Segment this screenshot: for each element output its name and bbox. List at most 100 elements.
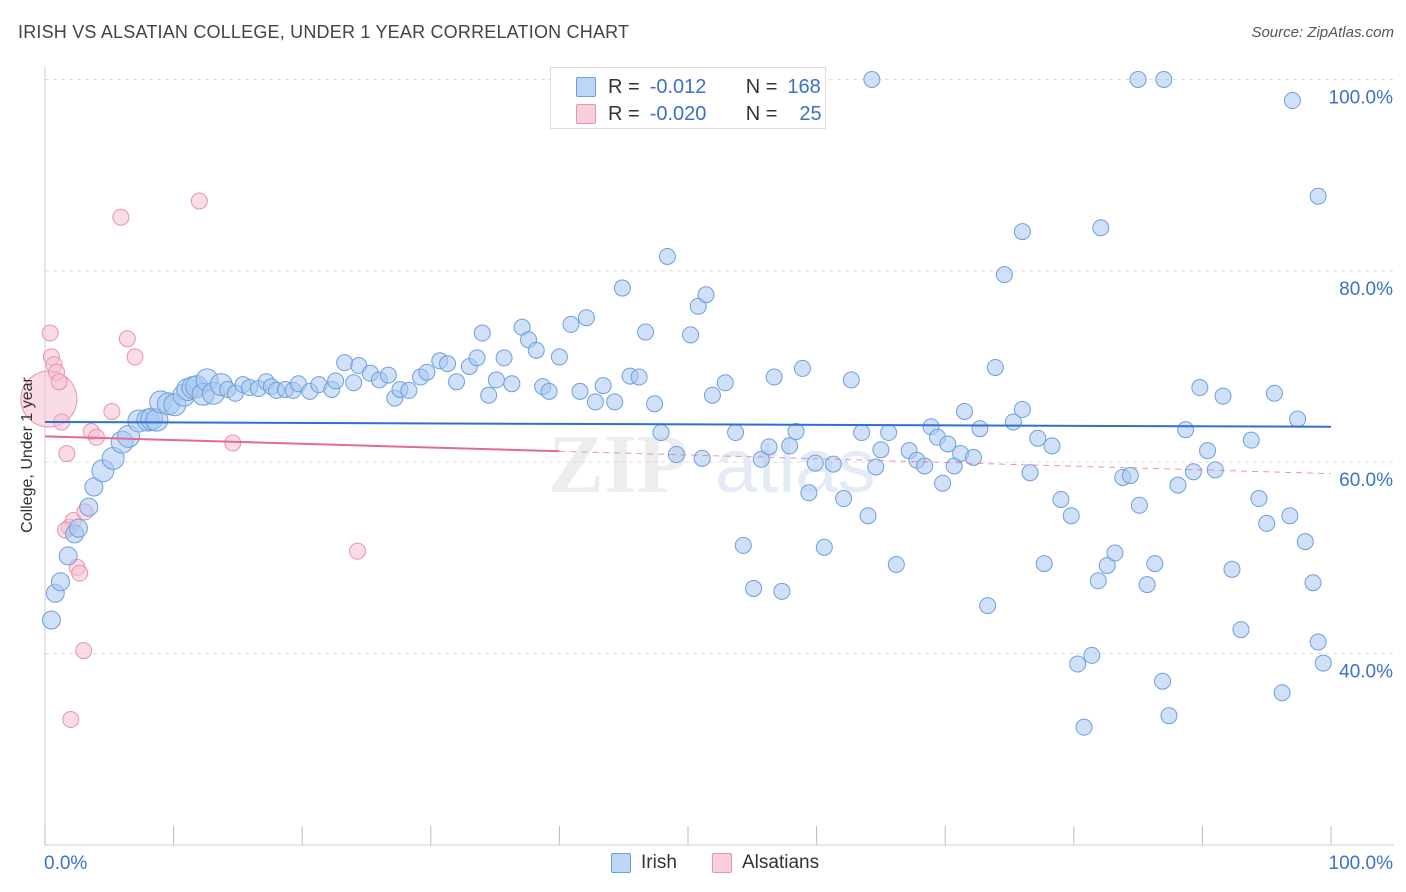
irish-point bbox=[652, 424, 670, 442]
irish-point bbox=[336, 354, 354, 372]
tick-labels: 40.0% 60.0% 80.0% 100.0% 0.0% 100.0% bbox=[44, 88, 1393, 875]
irish-point bbox=[682, 326, 700, 344]
legend-row-alsatians: R = -0.020 N = 25 bbox=[551, 100, 822, 128]
irish-point bbox=[842, 371, 860, 389]
irish-point bbox=[606, 393, 624, 411]
irish-point bbox=[1155, 71, 1173, 88]
irish-points bbox=[41, 71, 1332, 736]
irish-point bbox=[781, 437, 799, 455]
irish-point bbox=[1062, 507, 1080, 525]
irish-point bbox=[716, 374, 734, 392]
irish-point bbox=[859, 507, 877, 525]
irish-point bbox=[752, 450, 770, 468]
irish-point bbox=[995, 266, 1013, 284]
irish-point bbox=[503, 375, 521, 393]
irish-point bbox=[571, 382, 589, 400]
irish-point bbox=[1146, 555, 1164, 573]
alsatian-point bbox=[112, 208, 130, 226]
alsatian-point bbox=[58, 445, 76, 463]
irish-point bbox=[1242, 431, 1260, 449]
irish-point bbox=[658, 247, 676, 265]
irish-point bbox=[1043, 437, 1061, 455]
irish-point bbox=[439, 355, 457, 373]
legend-r-value: -0.020 bbox=[649, 102, 707, 125]
irish-point bbox=[58, 546, 78, 566]
irish-point bbox=[79, 497, 99, 517]
irish-point bbox=[1154, 672, 1172, 690]
irish-point bbox=[613, 279, 631, 297]
alsatian-trendline-extension bbox=[559, 450, 1332, 475]
irish-point bbox=[765, 368, 783, 386]
irish-point bbox=[1184, 463, 1202, 481]
irish-point bbox=[793, 359, 811, 377]
irish-point bbox=[872, 441, 890, 459]
irish-point bbox=[480, 386, 498, 404]
irish-point bbox=[773, 582, 791, 600]
alsatian-point bbox=[118, 330, 136, 348]
irish-point bbox=[1138, 576, 1156, 594]
irish-point bbox=[1069, 655, 1087, 673]
irish-point bbox=[550, 348, 568, 366]
chart-title: IRISH VS ALSATIAN COLLEGE, UNDER 1 YEAR … bbox=[18, 22, 630, 42]
irish-point bbox=[1021, 464, 1039, 482]
irish-point bbox=[697, 286, 715, 304]
irish-point bbox=[727, 424, 745, 442]
irish-point bbox=[887, 556, 905, 574]
alsatian-points bbox=[20, 192, 366, 729]
alsatian-point bbox=[75, 642, 93, 660]
irish-point bbox=[562, 315, 580, 333]
legend-r-label: R = bbox=[608, 102, 640, 125]
irish-point bbox=[1309, 187, 1327, 205]
irish-point bbox=[1052, 490, 1070, 508]
alsatian-point bbox=[103, 402, 121, 420]
irish-point bbox=[955, 402, 973, 420]
irish-point bbox=[41, 610, 61, 630]
irish-point bbox=[1106, 544, 1124, 562]
irish-point bbox=[1309, 633, 1327, 651]
irish-point bbox=[50, 572, 70, 592]
bottom-legend-alsatians: Alsatians bbox=[712, 852, 819, 874]
irish-point bbox=[1013, 223, 1031, 241]
irish-point bbox=[863, 71, 881, 88]
irish-point bbox=[835, 490, 853, 508]
bottom-legend-irish: Irish bbox=[611, 852, 677, 874]
irish-point bbox=[1206, 461, 1224, 479]
irish-point bbox=[1304, 574, 1322, 592]
irish-point bbox=[527, 341, 545, 359]
alsatian-point bbox=[348, 542, 366, 560]
irish-point bbox=[1214, 387, 1232, 405]
irish-point bbox=[693, 449, 711, 467]
irish-point bbox=[1129, 71, 1147, 88]
irish-point bbox=[1083, 646, 1101, 664]
irish-point bbox=[379, 366, 397, 384]
legend-row-irish: R = -0.012 N = 168 bbox=[551, 73, 821, 101]
alsatian-point bbox=[224, 434, 242, 452]
y-tick-label: 80.0% bbox=[1339, 279, 1393, 300]
irish-point bbox=[1160, 707, 1178, 725]
irish-point bbox=[418, 363, 436, 381]
source-label: Source: ZipAtlas.com bbox=[1251, 24, 1394, 41]
irish-point bbox=[68, 518, 88, 538]
irish-point bbox=[1013, 401, 1031, 419]
irish-point bbox=[327, 372, 345, 390]
irish-point bbox=[986, 358, 1004, 376]
irish-point bbox=[1223, 560, 1241, 578]
irish-point bbox=[637, 323, 655, 341]
trendlines bbox=[44, 420, 1332, 475]
irish-point bbox=[1283, 92, 1301, 110]
irish-point bbox=[1265, 384, 1283, 402]
irish-point bbox=[84, 477, 104, 497]
irish-point bbox=[979, 597, 997, 615]
irish-point bbox=[1199, 442, 1217, 460]
alsatian-point bbox=[62, 711, 80, 729]
irish-point bbox=[880, 424, 898, 442]
irish-point bbox=[345, 374, 363, 392]
irish-point bbox=[646, 395, 664, 413]
irish-legend-label: Irish bbox=[641, 852, 677, 873]
irish-point bbox=[787, 423, 805, 441]
irish-point bbox=[1169, 476, 1187, 494]
irish-point bbox=[971, 420, 989, 438]
irish-point bbox=[934, 474, 952, 492]
irish-point bbox=[745, 579, 763, 597]
